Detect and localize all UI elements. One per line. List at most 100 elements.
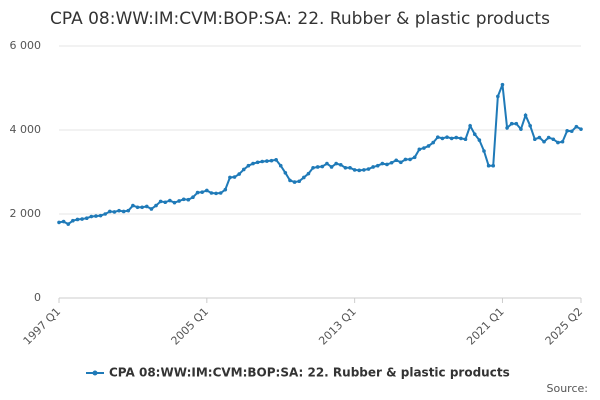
marker	[486, 163, 491, 168]
marker	[237, 172, 241, 176]
line	[58, 84, 582, 226]
marker	[269, 158, 274, 163]
marker	[66, 222, 71, 226]
marker	[126, 208, 131, 213]
marker	[315, 165, 320, 169]
marker	[565, 129, 569, 133]
marker	[431, 140, 435, 145]
marker	[168, 198, 172, 203]
marker	[218, 191, 223, 195]
marker	[112, 210, 117, 214]
marker	[200, 190, 205, 194]
marker	[445, 135, 449, 139]
marker	[348, 166, 352, 170]
marker	[472, 132, 477, 136]
marker	[574, 124, 579, 129]
marker	[288, 178, 292, 183]
marker	[255, 160, 260, 165]
marker	[61, 219, 66, 224]
marker	[209, 191, 214, 195]
marker	[163, 200, 168, 205]
marker	[505, 126, 509, 130]
marker	[131, 203, 135, 208]
marker	[325, 161, 329, 166]
marker	[440, 136, 445, 141]
marker	[385, 162, 389, 167]
marker	[181, 197, 186, 202]
x-tick-label: 2021 Q1	[464, 305, 507, 348]
marker	[408, 157, 412, 162]
marker	[375, 163, 380, 168]
marker	[579, 127, 583, 131]
marker	[205, 188, 209, 193]
marker	[533, 137, 537, 142]
marker	[569, 129, 574, 134]
marker	[98, 213, 103, 218]
marker	[403, 157, 408, 162]
marker	[75, 217, 80, 222]
marker	[435, 135, 440, 139]
marker	[394, 158, 399, 163]
marker	[320, 164, 325, 169]
legend-label: CPA 08:WW:IM:CVM:BOP:SA: 22. Rubber & pl…	[109, 366, 510, 380]
marker	[172, 200, 177, 205]
marker	[514, 121, 519, 126]
marker	[278, 163, 283, 168]
legend-marker	[92, 370, 98, 376]
marker	[417, 147, 422, 152]
marker	[542, 139, 546, 144]
marker	[412, 155, 417, 160]
marker	[228, 175, 232, 180]
marker	[103, 212, 107, 216]
marker	[292, 180, 297, 184]
marker	[121, 209, 126, 214]
marker	[177, 199, 181, 203]
marker	[399, 160, 403, 165]
marker	[94, 214, 98, 218]
marker	[371, 165, 375, 169]
chart-title: CPA 08:WW:IM:CVM:BOP:SA: 22. Rubber & pl…	[50, 9, 550, 29]
x-tick-label: 2013 Q1	[316, 305, 359, 348]
x-tick-label: 2005 Q1	[169, 305, 212, 348]
marker	[389, 160, 394, 165]
marker	[482, 149, 486, 153]
marker	[468, 124, 472, 128]
y-tick-label: 6 000	[10, 39, 42, 52]
marker	[80, 217, 84, 221]
marker	[343, 166, 348, 170]
marker	[366, 167, 371, 171]
marker	[556, 140, 560, 145]
marker	[334, 161, 338, 166]
marker	[477, 138, 482, 142]
marker	[117, 208, 121, 213]
marker	[528, 124, 532, 128]
marker	[251, 161, 255, 166]
marker	[306, 171, 311, 176]
marker	[454, 135, 459, 140]
marker	[140, 205, 144, 210]
marker	[523, 113, 528, 118]
marker	[362, 168, 366, 172]
x-tick-label: 1997 Q1	[21, 305, 64, 348]
marker	[191, 195, 195, 199]
marker	[449, 136, 454, 141]
y-tick-label: 2 000	[10, 207, 42, 220]
x-tick-label: 2025 Q2	[543, 305, 586, 348]
marker	[274, 158, 278, 162]
marker	[154, 203, 158, 208]
marker	[459, 136, 463, 141]
marker	[158, 199, 163, 204]
marker	[89, 214, 94, 219]
marker	[357, 168, 362, 173]
marker	[519, 127, 523, 131]
marker	[108, 209, 112, 214]
marker	[297, 179, 302, 184]
marker	[338, 163, 343, 167]
marker	[71, 218, 75, 223]
marker	[302, 175, 306, 180]
marker	[537, 135, 542, 140]
marker	[195, 190, 200, 195]
marker	[546, 135, 551, 140]
marker	[214, 191, 218, 196]
